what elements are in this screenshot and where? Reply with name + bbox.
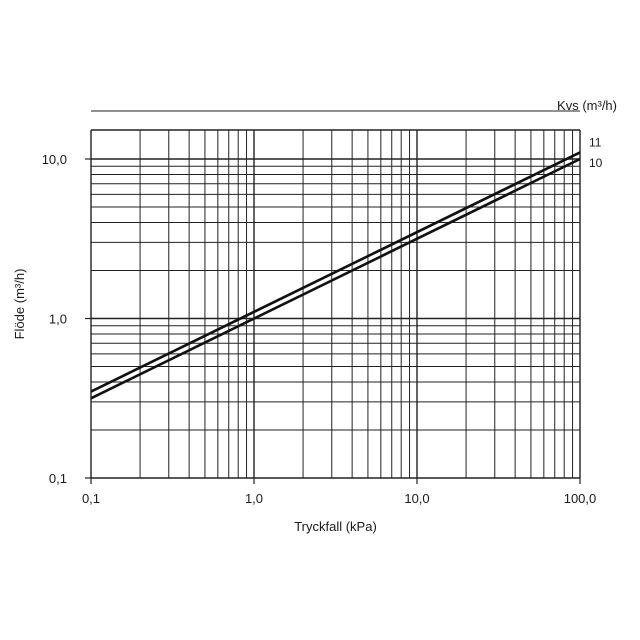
x-tick-label: 1,0 — [245, 491, 263, 506]
y-axis-title: Flöde (m³/h) — [12, 269, 27, 340]
x-tick-label: 100,0 — [564, 491, 597, 506]
y-tick-label: 1,0 — [49, 312, 67, 327]
grid — [85, 110, 581, 484]
x-axis-title: Tryckfall (kPa) — [294, 519, 377, 534]
y-tick-label: 0,1 — [49, 471, 67, 486]
series-lines: 11 10 — [90, 135, 603, 400]
x-tick-label: 10,0 — [404, 491, 429, 506]
legend-title: Kvs (m³/h) — [557, 98, 617, 113]
series-label-kvs-11: 11 — [589, 135, 602, 149]
series-label-kvs-10: 10 — [589, 156, 603, 170]
series-line-kvs-10 — [90, 157, 581, 400]
x-tick-label: 0,1 — [82, 491, 100, 506]
series-line-kvs-11 — [90, 151, 581, 393]
tick-labels: 0,1 1,0 10,0 100,0 0,1 1,0 10,0 — [42, 152, 597, 506]
y-tick-label: 10,0 — [42, 152, 67, 167]
